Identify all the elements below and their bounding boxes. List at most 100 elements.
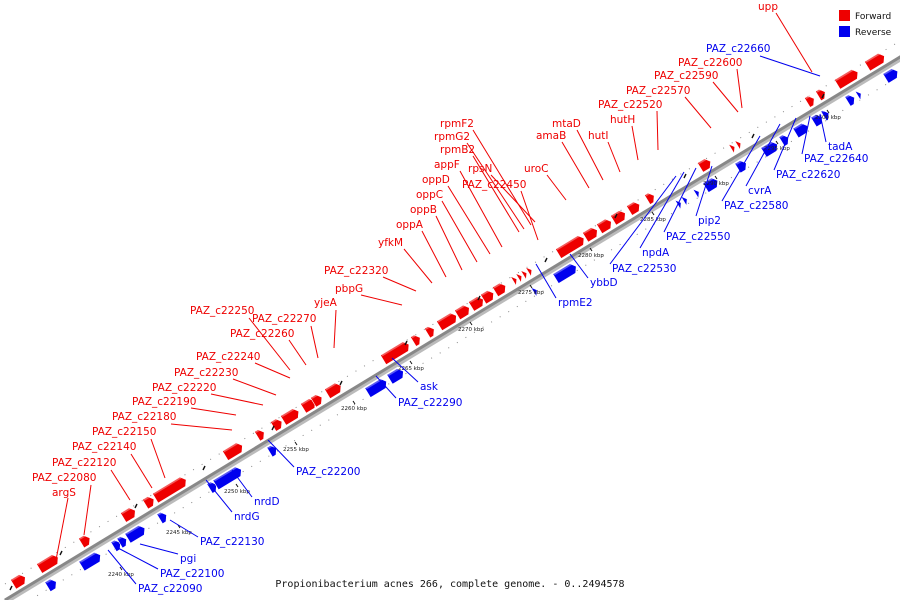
forward-gene-mark-14 xyxy=(410,334,421,347)
forward-gene-mark-26 xyxy=(582,226,598,243)
feature-marks xyxy=(9,52,898,593)
forward-gene-label-35: PAZ_c22600 xyxy=(678,57,742,69)
reverse-leader-5 xyxy=(231,469,253,498)
forward-gene-label-8: PAZ_c22230 xyxy=(174,367,238,379)
forward-gene-label-13: yjeA xyxy=(314,297,338,309)
reverse-leader-10 xyxy=(569,253,589,279)
forward-gene-mark-22 xyxy=(514,272,523,284)
reverse-leader-19 xyxy=(819,113,827,143)
forward-leader-25 xyxy=(490,174,536,223)
forward-gene-mark-5 xyxy=(152,476,187,504)
forward-gene-mark-15 xyxy=(424,325,435,339)
forward-gene-label-6: PAZ_c22190 xyxy=(132,396,196,408)
reverse-gene-mark-4 xyxy=(124,524,146,544)
reverse-gene-mark-10 xyxy=(386,368,404,385)
reverse-leader-20 xyxy=(759,55,821,77)
track-tick-10 xyxy=(683,173,687,179)
reverse-gene-mark-3 xyxy=(116,535,127,549)
forward-gene-label-26: PAZ_c22450 xyxy=(462,179,526,191)
reverse-gene-mark-1 xyxy=(78,551,101,572)
forward-gene-label-5: PAZ_c22180 xyxy=(112,411,176,423)
forward-leader-16 xyxy=(403,248,433,284)
forward-leader-3 xyxy=(130,453,153,489)
reverse-gene-label-15: PAZ_c22580 xyxy=(724,200,788,212)
forward-gene-label-15: PAZ_c22320 xyxy=(324,265,388,277)
reverse-gene-mark-15 xyxy=(692,188,700,200)
forward-gene-label-34: PAZ_c22590 xyxy=(654,70,718,82)
legend: Forward Reverse xyxy=(839,10,892,38)
axis-tick-mark-4 xyxy=(352,400,356,405)
axis-tick-label-2: 2250 kbp xyxy=(224,489,250,495)
forward-leader-22 xyxy=(472,155,520,233)
reverse-gene-mark-23 xyxy=(844,94,855,107)
forward-leader-19 xyxy=(441,200,478,263)
forward-gene-label-16: yfkM xyxy=(378,237,403,249)
reverse-leader-6 xyxy=(267,439,295,468)
axis-tick-mark-11 xyxy=(775,140,779,145)
forward-gene-mark-31 xyxy=(697,158,711,173)
forward-leader-30 xyxy=(607,141,621,173)
reverse-gene-mark-22 xyxy=(820,109,830,122)
axis-tick-label-7: 2275 kbp xyxy=(518,290,544,296)
forward-gene-mark-2 xyxy=(78,534,91,549)
reverse-leader-1 xyxy=(117,547,159,570)
forward-gene-mark-28 xyxy=(610,209,626,226)
axis-tick-mark-6 xyxy=(469,321,473,326)
forward-gene-label-29: mtaD xyxy=(552,118,581,130)
forward-gene-mark-35 xyxy=(815,88,826,102)
reverse-gene-mark-21 xyxy=(810,113,823,128)
forward-gene-label-3: PAZ_c22140 xyxy=(72,441,136,453)
forward-gene-label-20: oppD xyxy=(422,174,450,186)
forward-gene-mark-33 xyxy=(733,139,742,151)
forward-gene-mark-17 xyxy=(454,304,470,321)
legend-swatch-reverse xyxy=(839,26,850,37)
reverse-leader-12 xyxy=(639,171,685,249)
forward-gene-label-18: oppB xyxy=(410,204,437,216)
forward-leader-28 xyxy=(561,141,590,189)
track-tick-2 xyxy=(134,503,138,509)
forward-leader-24 xyxy=(472,129,532,226)
forward-gene-mark-20 xyxy=(492,282,506,298)
forward-gene-label-31: hutH xyxy=(610,114,635,126)
reverse-gene-label-19: tadA xyxy=(828,141,853,153)
forward-leader-13 xyxy=(333,309,337,349)
forward-gene-label-19: oppC xyxy=(416,189,443,201)
forward-gene-label-1: PAZ_c22080 xyxy=(32,472,96,484)
forward-leader-9 xyxy=(254,362,291,379)
forward-gene-label-23: rpmG2 xyxy=(434,131,470,143)
reverse-gene-label-1: PAZ_c22100 xyxy=(160,568,224,580)
forward-leader-4 xyxy=(150,438,166,479)
forward-gene-label-12: PAZ_c22270 xyxy=(252,313,316,325)
track-tick-0 xyxy=(9,585,13,591)
axis-tick-mark-9 xyxy=(651,211,655,216)
forward-gene-mark-6 xyxy=(222,442,243,461)
forward-leader-0 xyxy=(55,497,69,561)
forward-leader-33 xyxy=(684,96,712,129)
reverse-gene-label-3: PAZ_c22130 xyxy=(200,536,264,548)
forward-leader-14 xyxy=(360,294,403,306)
genome-axis-shadow xyxy=(3,56,900,600)
gene-labels: argS PAZ_c22080 PAZ_c22120 PAZ_c22140 PAZ_c2… xyxy=(32,1,868,595)
reverse-gene-label-9: rpmE2 xyxy=(558,297,593,309)
legend-label-forward: Forward xyxy=(855,12,891,22)
forward-gene-mark-9 xyxy=(280,408,300,426)
forward-gene-mark-1 xyxy=(36,554,59,574)
axis-tick-mark-0 xyxy=(119,566,123,571)
reverse-leader-4 xyxy=(205,479,233,513)
reverse-gene-label-18: PAZ_c22640 xyxy=(804,153,868,165)
track-tick-12 xyxy=(821,93,825,99)
legend-swatch-forward xyxy=(839,10,850,21)
track-tick-9 xyxy=(614,213,618,219)
forward-leader-12 xyxy=(310,325,319,359)
forward-gene-mark-21 xyxy=(509,275,518,287)
genome-caption: Propionibacterium acnes 266, complete ge… xyxy=(275,579,624,590)
track-tick-4 xyxy=(271,425,275,431)
forward-gene-label-0: argS xyxy=(52,487,76,499)
reverse-gene-mark-2 xyxy=(110,539,121,553)
reverse-gene-mark-24 xyxy=(854,90,862,102)
forward-leader-26 xyxy=(520,190,539,241)
axis-tick-label-12: 2300 kbp xyxy=(815,115,841,121)
axis-tick-label-11: 2295 kbp xyxy=(764,146,790,152)
forward-leader-18 xyxy=(435,215,463,271)
forward-gene-label-28: amaB xyxy=(536,130,566,142)
